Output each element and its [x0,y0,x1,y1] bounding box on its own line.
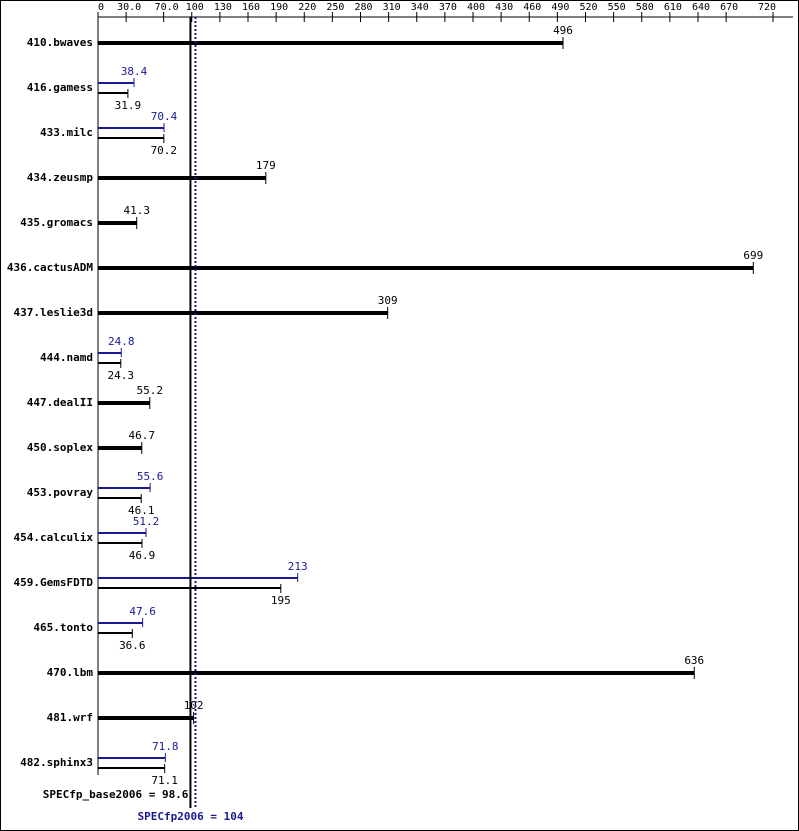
value-label: 38.4 [121,65,148,78]
value-label: 55.6 [137,470,164,483]
value-label: 195 [271,594,291,607]
x-tick-label: 550 [608,2,626,13]
x-tick-label: 280 [354,2,372,13]
category-label: 454.calculix [14,531,94,544]
value-label: 496 [553,24,573,37]
category-label: 433.milc [40,126,93,139]
base-bar [98,671,695,675]
category-label: 465.tonto [33,621,93,634]
value-label: 51.2 [133,515,160,528]
base-bar [98,542,142,544]
base-bar [98,632,133,634]
category-label: 437.leslie3d [14,306,93,319]
x-tick-label: 400 [467,2,485,13]
value-label: 71.8 [152,740,179,753]
value-label: 699 [743,249,763,262]
base-bar [98,587,281,589]
x-tick-label: 250 [326,2,344,13]
x-tick-label: 220 [298,2,316,13]
base-bar [98,221,137,225]
x-tick-label: 70.0 [155,2,179,13]
category-label: 410.bwaves [27,36,93,49]
x-tick-label: 520 [579,2,597,13]
x-tick-label: 30.0 [117,2,141,13]
peak-bar [98,532,146,534]
x-tick-label: 580 [636,2,654,13]
value-label: 309 [378,294,398,307]
category-label: 450.soplex [27,441,94,454]
base-bar [98,266,754,270]
x-tick-label: 340 [411,2,429,13]
x-tick-label: 460 [523,2,541,13]
x-tick-label: 670 [720,2,738,13]
value-label: 71.1 [151,774,178,787]
base-bar [98,176,266,180]
x-tick-label: 190 [270,2,288,13]
x-tick-label: 610 [664,2,682,13]
value-label: 179 [256,159,276,172]
x-tick-label: 310 [383,2,401,13]
peak-bar [98,577,298,579]
value-label: 46.1 [128,504,155,517]
category-label: 481.wrf [47,711,93,724]
x-tick-label: 370 [439,2,457,13]
value-label: 24.3 [108,369,135,382]
base-bar [98,446,142,450]
value-label: 24.8 [108,335,135,348]
category-label: 434.zeusmp [27,171,94,184]
category-label: 416.gamess [27,81,93,94]
base-bar [98,767,165,769]
value-label: 46.7 [129,429,156,442]
category-label: 444.namd [40,351,93,364]
value-label: 41.3 [123,204,150,217]
value-label: 213 [288,560,308,573]
base-bar [98,41,563,45]
value-label: 55.2 [137,384,164,397]
category-label: 482.sphinx3 [20,756,93,769]
base-bar [98,401,150,405]
x-tick-label: 0 [98,2,104,13]
value-label: 102 [184,699,204,712]
reference-label: SPECfp_base2006 = 98.6 [43,788,189,801]
reference-label: SPECfp2006 = 104 [138,810,244,823]
peak-bar [98,487,151,489]
peak-bar [98,127,164,129]
category-label: 459.GemsFDTD [14,576,94,589]
value-label: 70.2 [151,144,178,157]
value-label: 636 [684,654,704,667]
category-label: 453.povray [27,486,94,499]
x-tick-label: 490 [551,2,569,13]
category-label: 470.lbm [47,666,94,679]
value-label: 70.4 [151,110,178,123]
category-label: 436.cactusADM [7,261,93,274]
peak-bar [98,622,143,624]
x-tick-label: 640 [692,2,710,13]
x-tick-label: 100 [186,2,204,13]
value-label: 46.9 [129,549,156,562]
category-label: 435.gromacs [20,216,93,229]
category-label: 447.dealII [27,396,93,409]
value-label: 31.9 [115,99,142,112]
base-bar [98,92,128,94]
x-tick-label: 430 [495,2,513,13]
base-bar [98,137,164,139]
x-tick-label: 720 [758,2,776,13]
x-tick-label: 160 [242,2,260,13]
peak-bar [98,757,166,759]
value-label: 36.6 [119,639,146,652]
base-bar [98,497,142,499]
base-bar [98,311,388,315]
peak-bar [98,352,122,354]
base-bar [98,716,194,720]
peak-bar [98,82,134,84]
value-label: 47.6 [129,605,156,618]
base-bar [98,362,121,364]
x-tick-label: 130 [214,2,232,13]
